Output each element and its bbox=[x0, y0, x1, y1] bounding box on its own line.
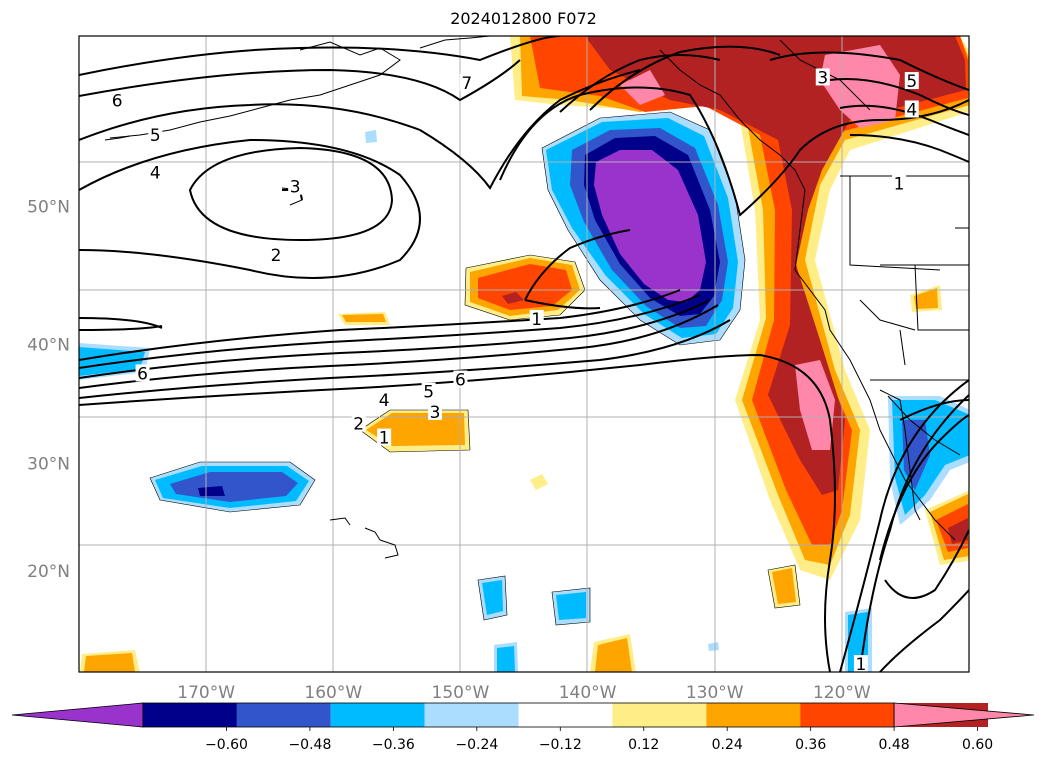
longitude-label: 120°W bbox=[813, 683, 871, 703]
latitude-labels: 50°N 40°N 30°N 20°N bbox=[27, 198, 70, 583]
contour-label-bg bbox=[110, 91, 125, 109]
contour-label: 4 bbox=[379, 391, 390, 411]
contour-label: 1 bbox=[531, 310, 542, 330]
longitude-label: 150°W bbox=[432, 683, 490, 703]
contour-label-bg bbox=[148, 163, 163, 181]
contour-label: 2 bbox=[353, 415, 364, 435]
contour-label-bg bbox=[135, 364, 150, 382]
colorbar-tick-label: −0.48 bbox=[288, 737, 331, 753]
contour-lines bbox=[79, 36, 969, 672]
contour-label-bg bbox=[904, 100, 919, 118]
anomaly-shading bbox=[79, 36, 969, 672]
colorbar-segment bbox=[706, 703, 801, 727]
longitude-labels: 170°W 160°W 150°W 140°W 130°W 120°W bbox=[177, 683, 871, 703]
contour-label: 3 bbox=[430, 403, 441, 423]
contour-label-bg bbox=[815, 68, 830, 86]
longitude-label: 160°W bbox=[304, 683, 362, 703]
colorbar: −0.60 −0.48 −0.36 −0.24 −0.12 0.12 0.24 0.36 0.4… bbox=[11, 702, 1035, 753]
colorbar-segment bbox=[330, 703, 425, 727]
longitude-label: 170°W bbox=[177, 683, 235, 703]
contour-label-bg bbox=[892, 174, 907, 192]
contour-label: 4 bbox=[150, 164, 161, 184]
colorbar-tick-label: 0.24 bbox=[712, 737, 743, 753]
contour-label: 3 bbox=[290, 178, 301, 198]
latitude-label: 40°N bbox=[27, 336, 70, 356]
colorbar-tick-label: −0.24 bbox=[455, 737, 498, 753]
contour-label: 1 bbox=[379, 429, 390, 449]
shading-outlines bbox=[149, 111, 801, 626]
contour-label: 2 bbox=[271, 246, 282, 266]
contour-label: 3 bbox=[817, 68, 828, 88]
contour-label-bg bbox=[269, 245, 284, 263]
colorbar-tick-label: −0.60 bbox=[205, 737, 248, 753]
contour-label-bg bbox=[853, 655, 868, 672]
colorbar-tick-label: 0.60 bbox=[962, 737, 993, 753]
contour-label: 5 bbox=[150, 126, 161, 146]
contour-label-bg bbox=[148, 126, 163, 144]
colorbar-segment bbox=[424, 703, 519, 727]
colorbar-segment bbox=[236, 703, 331, 727]
contour-label: 4 bbox=[906, 100, 917, 120]
contour-label: 7 bbox=[461, 74, 472, 94]
contour-label: 5 bbox=[423, 383, 434, 403]
latitude-label: 50°N bbox=[27, 198, 70, 218]
contour-label-bg bbox=[459, 73, 474, 91]
colorbar-extend-min bbox=[11, 702, 144, 728]
colorbar-tick-label: −0.12 bbox=[539, 737, 582, 753]
contour-label: 6 bbox=[455, 371, 466, 391]
contour-label-bg bbox=[421, 382, 436, 400]
colorbar-outline bbox=[142, 702, 895, 728]
contour-label: 6 bbox=[137, 364, 148, 384]
colorbar-segment bbox=[800, 703, 895, 727]
fill-level-neg-0.60 bbox=[594, 150, 706, 302]
longitude-label: 130°W bbox=[686, 683, 744, 703]
colorbar-segment bbox=[143, 703, 237, 727]
contour-label-bg bbox=[351, 414, 366, 432]
map-frame bbox=[78, 35, 970, 673]
latitude-label: 20°N bbox=[27, 562, 70, 582]
contour-label-bg bbox=[377, 428, 392, 446]
contour-label: 6 bbox=[112, 92, 123, 112]
contour-label-bg bbox=[529, 309, 544, 327]
colorbar-tick-label: −0.36 bbox=[372, 737, 415, 753]
colorbar-tick-label: 0.48 bbox=[879, 737, 910, 753]
contour-label: 5 bbox=[906, 72, 917, 92]
contour-label: 1 bbox=[894, 175, 905, 195]
colorbar-segment bbox=[612, 703, 707, 727]
colorbar-segment bbox=[518, 703, 613, 727]
longitude-label: 140°W bbox=[559, 683, 617, 703]
colorbar-tick-label: 0.36 bbox=[795, 737, 826, 753]
contour-label-bg bbox=[453, 370, 468, 388]
contour-label-bg bbox=[377, 391, 392, 409]
contour-label-bg bbox=[288, 177, 303, 195]
contour-label: 1 bbox=[856, 655, 867, 675]
figure-title: 2024012800 F072 bbox=[450, 9, 597, 28]
latitude-label: 30°N bbox=[27, 455, 70, 475]
contour-label-bg bbox=[428, 402, 442, 420]
contour-label-bg bbox=[904, 72, 919, 90]
colorbar-tick-label: 0.12 bbox=[628, 737, 659, 753]
